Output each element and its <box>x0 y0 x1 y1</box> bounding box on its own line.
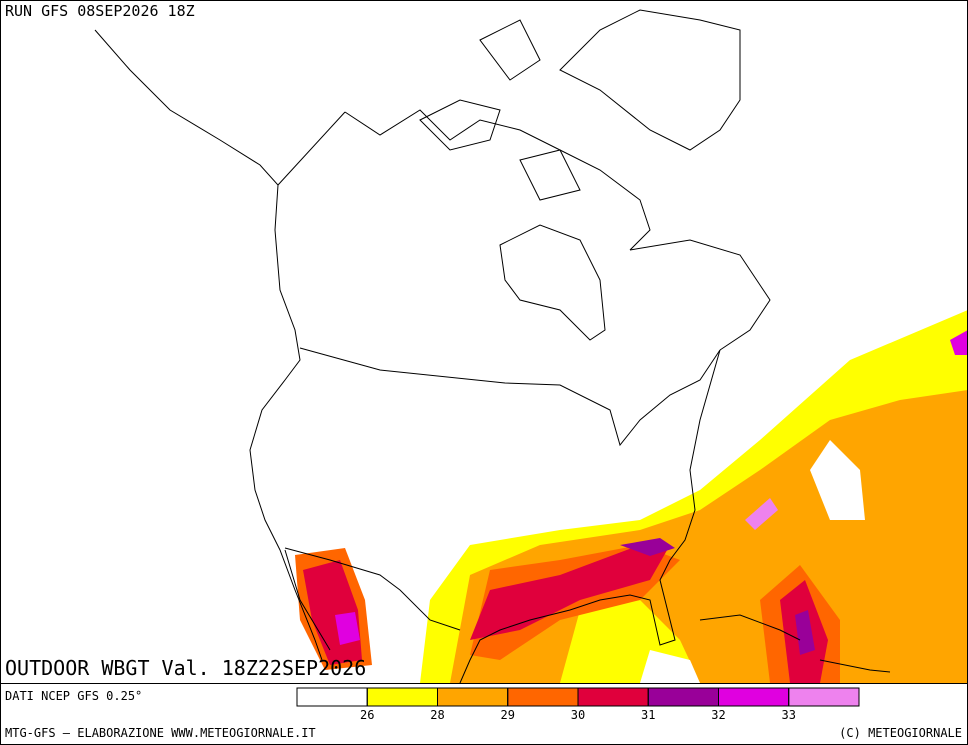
legend-swatch <box>507 687 579 707</box>
legend-tick-label: 28 <box>430 708 444 722</box>
legend-swatch <box>718 687 790 707</box>
run-label: RUN GFS 08SEP2026 18Z <box>5 2 195 20</box>
coastlines <box>94 9 891 683</box>
source-label: DATI NCEP GFS 0.25° <box>5 689 142 703</box>
legend: 26 28 29 30 31 32 33 <box>296 687 860 722</box>
legend-tick-label: 33 <box>782 708 796 722</box>
wbgt-area <box>745 498 778 530</box>
legend-swatch <box>437 687 509 707</box>
legend-swatch <box>296 687 368 707</box>
copyright-label: (C) METEOGIORNALE <box>839 726 962 740</box>
legend-swatch <box>366 687 438 707</box>
wbgt-area <box>640 650 700 683</box>
legend-tick-label: 26 <box>360 708 374 722</box>
wbgt-area <box>795 610 815 655</box>
wbgt-area <box>620 538 675 556</box>
wbgt-area <box>335 612 360 645</box>
credit-label: MTG-GFS — ELABORAZIONE WWW.METEOGIORNALE… <box>5 726 316 740</box>
legend-tick-label: 32 <box>711 708 725 722</box>
map-title: OUTDOOR WBGT Val. 18Z22SEP2026 <box>5 656 366 680</box>
wbgt-area <box>950 330 967 355</box>
wbgt-area <box>470 545 670 640</box>
legend-swatch <box>647 687 719 707</box>
legend-tick-label: 30 <box>571 708 585 722</box>
legend-tick-label: 31 <box>641 708 655 722</box>
legend-swatch <box>788 687 860 707</box>
wbgt-area <box>810 440 865 520</box>
legend-tick-label: 29 <box>501 708 515 722</box>
legend-swatch <box>577 687 649 707</box>
